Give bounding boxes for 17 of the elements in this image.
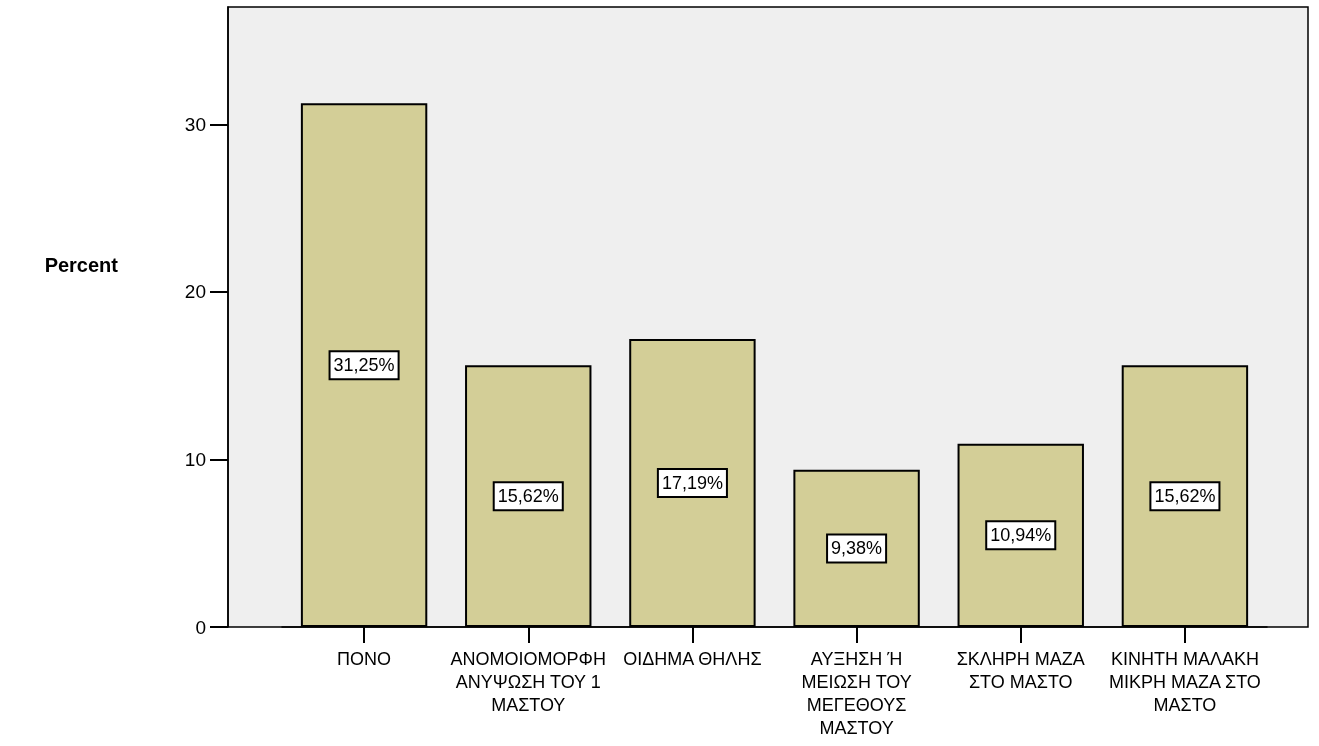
data-label: 10,94% bbox=[990, 525, 1052, 546]
y-tick-label: 10 bbox=[184, 448, 206, 470]
y-tick-label: 30 bbox=[184, 113, 206, 135]
x-tick-label: ΑΥΞΗΣΗ Ή ΜΕΙΩΣΗ ΤΟΥ ΜΕΓΕΘΟΥΣ ΜΑΣΤΟΥ bbox=[801, 648, 912, 738]
y-tick-label: 0 bbox=[195, 616, 206, 638]
y-tick-label: 20 bbox=[184, 281, 206, 303]
data-label: 9,38% bbox=[831, 538, 883, 559]
data-label: 15,62% bbox=[497, 486, 559, 507]
x-tick-label: ΟΙΔΗΜΑ ΘΗΛΗΣ bbox=[623, 648, 762, 669]
x-tick-label: ΣΚΛΗΡΗ ΜΑΖΑ ΣΤΟ ΜΑΣΤΟ bbox=[956, 648, 1085, 692]
data-label: 17,19% bbox=[661, 472, 723, 493]
x-tick-label: ΚΙΝΗΤΗ ΜΑΛΑΚΗ ΜΙΚΡΗ ΜΑΖΑ ΣΤΟ ΜΑΣΤΟ bbox=[1109, 648, 1261, 715]
data-label: 15,62% bbox=[1154, 486, 1216, 507]
x-tick-label: ΠΟΝΟ bbox=[337, 648, 392, 669]
data-label: 31,25% bbox=[333, 355, 395, 376]
x-tick-label: ΑΝΟΜΟΙΟΜΟΡΦΗ ΑΝΥΨΩΣΗ ΤΟΥ 1 ΜΑΣΤΟΥ bbox=[450, 648, 606, 715]
y-axis-title: Percent bbox=[44, 254, 119, 276]
